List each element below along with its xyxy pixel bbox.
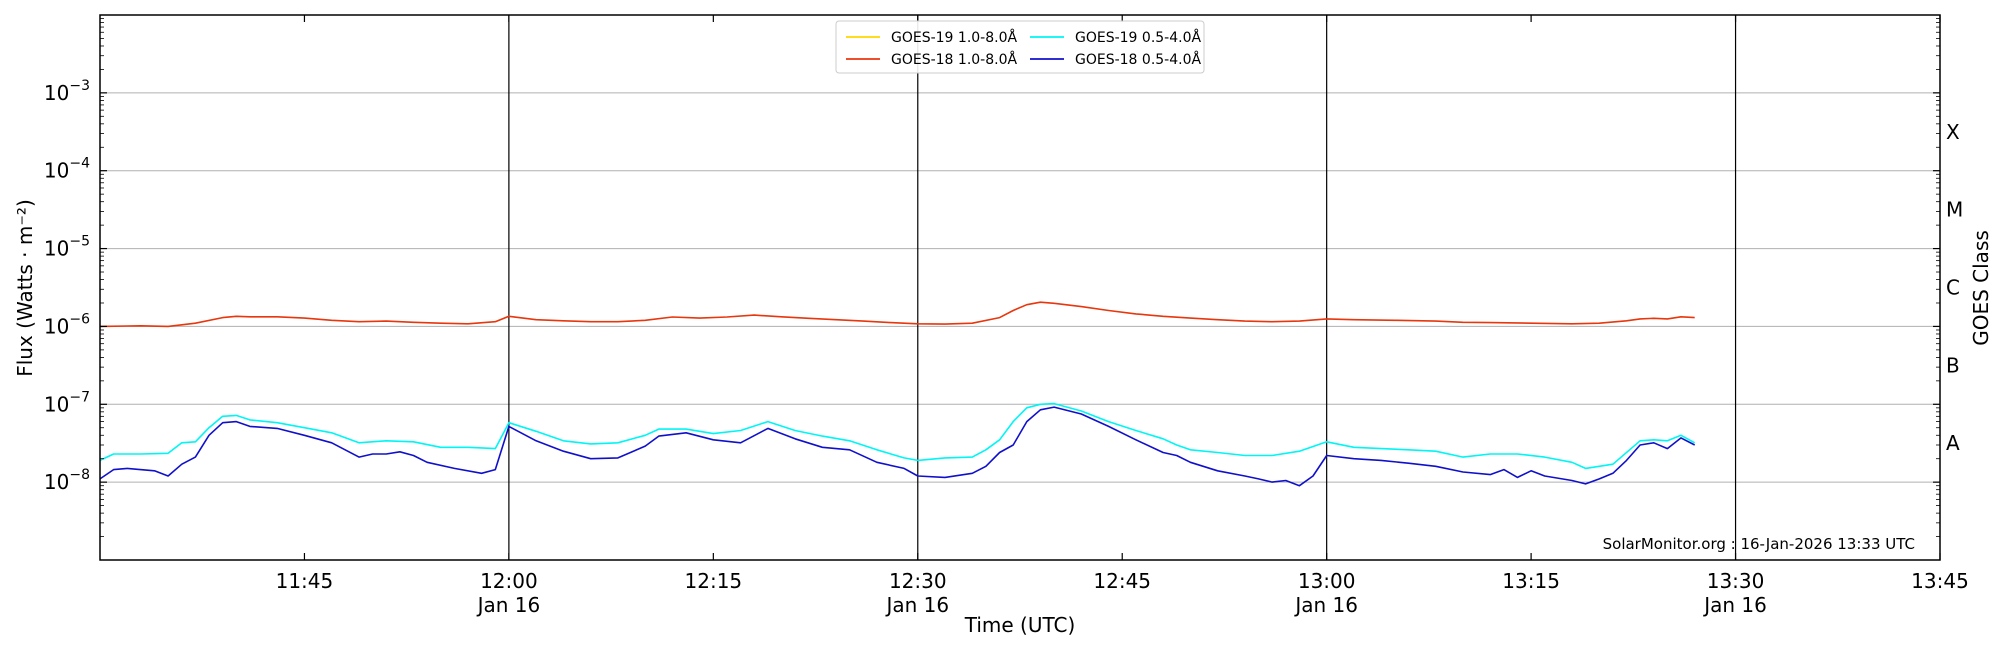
grid (100, 92, 1940, 483)
plot-frame (99, 14, 1941, 561)
x-tick-date-label: Jan 16 (1702, 593, 1767, 617)
x-axis-title: Time (UTC) (964, 613, 1076, 637)
goes-class-label: A (1946, 431, 1960, 455)
x-tick-label: 12:15 (685, 569, 743, 593)
y-tick-label: 10−3 (44, 78, 90, 105)
goes-class-label: B (1946, 353, 1960, 377)
legend-label: GOES-19 1.0-8.0Å (891, 29, 1017, 46)
legend-box (835, 20, 1205, 74)
y-tick-label: 10−7 (44, 389, 90, 416)
legend: GOES-19 1.0-8.0Å GOES-18 1.0-8.0Å GOES-19 … (835, 20, 1205, 74)
y-tick-label: 10−8 (44, 467, 90, 494)
series-line-2 (99, 402, 1696, 470)
x-tick-label: 13:15 (1502, 569, 1560, 593)
x-tick-label: 12:45 (1093, 569, 1151, 593)
series-line-3 (99, 406, 1696, 487)
right-axis-title: GOES Class (1969, 230, 1993, 346)
x-tick-date-label: Jan 16 (884, 593, 949, 617)
y-axis-ticks: 10−8 10−7 10−6 10−5 10−4 10−3 (44, 18, 1940, 537)
x-tick-label: 12:30 (889, 569, 947, 593)
legend-label: GOES-18 1.0-8.0Å (891, 51, 1017, 68)
x-tick-label: 13:45 (1911, 569, 1969, 593)
series-lines (99, 301, 1696, 487)
y-tick-label: 10−6 (44, 311, 90, 338)
goes-class-labels: A B C M X (1946, 120, 1963, 455)
y-tick-label: 10−5 (44, 234, 90, 261)
x-tick-label: 13:00 (1298, 569, 1356, 593)
goes-class-label: M (1946, 198, 1963, 222)
time-markers (508, 15, 1737, 560)
credit-text: SolarMonitor.org : 16-Jan-2026 13:33 UTC (1603, 535, 1915, 553)
x-tick-label: 12:00 (480, 569, 538, 593)
goes-class-label: C (1946, 276, 1960, 300)
y-tick-label: 10−4 (44, 156, 90, 183)
x-tick-date-label: Jan 16 (1293, 593, 1358, 617)
x-tick-label: 11:45 (276, 569, 334, 593)
goes-class-label: X (1946, 120, 1960, 144)
y-axis-title: Flux (Watts · m⁻²) (13, 199, 37, 377)
legend-label: GOES-18 0.5-4.0Å (1075, 51, 1201, 68)
legend-label: GOES-19 0.5-4.0Å (1075, 29, 1201, 46)
x-tick-date-label: Jan 16 (476, 593, 541, 617)
x-tick-label: 13:30 (1707, 569, 1765, 593)
series-line-1 (99, 301, 1695, 328)
